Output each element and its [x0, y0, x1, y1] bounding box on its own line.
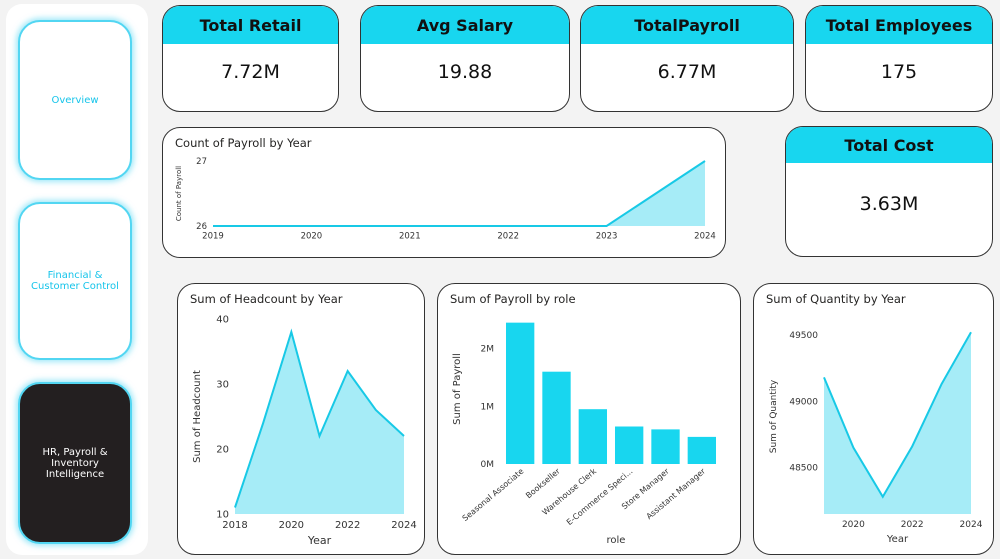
x-tick-label: 2024: [694, 232, 716, 242]
sidebar: Overview Financial & Customer Control HR…: [6, 4, 148, 555]
bar: [542, 371, 571, 464]
kpi-total-employees-value: 175: [880, 61, 918, 83]
x-axis-label: Year: [886, 534, 909, 545]
nav-hr-label: HR, Payroll & Inventory Intelligence: [42, 446, 108, 480]
x-tick-label: 2024: [391, 520, 416, 531]
payroll-count-chart-card[interactable]: Count of Payroll by Year 26 27 2019 2020 202…: [162, 127, 726, 258]
nav-overview-button[interactable]: Overview: [18, 20, 132, 180]
nav-financial-button[interactable]: Financial & Customer Control: [18, 202, 132, 360]
chart-title: Sum of Headcount by Year: [190, 292, 343, 306]
x-tick-label: 2022: [497, 232, 519, 242]
x-axis-label: role: [607, 535, 626, 546]
payroll-count-chart: 26 27 2019 2020 2021 2022 2023 2024 Count of Pay…: [175, 157, 716, 242]
quantity-chart: 48500 49000 49500 2020 2022 2024 Year Sum of Qu…: [769, 331, 983, 545]
x-tick-label: 2018: [222, 520, 247, 531]
payroll-role-chart-card[interactable]: Sum of Payroll by role 0M 1M 2M Seasonal As…: [437, 283, 741, 555]
chart-title: Sum of Payroll by role: [450, 292, 576, 306]
bar: [505, 322, 535, 464]
x-tick-label: 2020: [842, 520, 865, 530]
y-tick-label: 48500: [789, 464, 818, 474]
kpi-total-retail-label: Total Retail: [163, 6, 338, 44]
chart-title: Count of Payroll by Year: [175, 136, 312, 150]
kpi-total-retail: Total Retail 7.72M: [162, 5, 339, 112]
series-line: [823, 331, 972, 499]
y-tick-label: 0M: [481, 460, 495, 470]
bar: [687, 436, 717, 464]
y-tick-label: 49500: [789, 331, 818, 341]
y-axis-label: Sum of Quantity: [769, 379, 779, 453]
y-tick-label: 2M: [481, 345, 495, 355]
x-tick-label: Assistant Manager: [645, 466, 708, 521]
nav-financial-label: Financial & Customer Control: [31, 270, 119, 292]
nav-hr-button[interactable]: HR, Payroll & Inventory Intelligence: [18, 382, 132, 544]
series-line: [213, 160, 706, 227]
headcount-chart: 10 20 30 40 2018 2020 2022 2024 Year Sum of Headc…: [192, 315, 417, 548]
x-tick-label: Seasonal Associate: [461, 467, 526, 523]
x-tick-label: 2024: [960, 520, 983, 530]
y-tick-label: 40: [216, 315, 229, 326]
y-tick-label: 1M: [481, 402, 495, 412]
kpi-total-payroll-label: TotalPayroll: [581, 6, 793, 44]
y-tick-label: 20: [216, 445, 229, 456]
x-tick-label: 2023: [596, 232, 618, 242]
kpi-total-payroll: TotalPayroll 6.77M: [580, 5, 794, 112]
x-tick-label: 2020: [279, 520, 304, 531]
kpi-total-retail-value: 7.72M: [221, 61, 280, 83]
y-axis-label: Sum of Payroll: [452, 353, 463, 425]
kpi-avg-salary: Avg Salary 19.88: [360, 5, 570, 112]
kpi-total-cost: Total Cost 3.63M: [785, 126, 993, 257]
bar: [651, 429, 680, 464]
kpi-total-payroll-value: 6.77M: [657, 61, 717, 83]
kpi-total-cost-label: Total Cost: [786, 127, 992, 163]
x-axis-label: Year: [307, 534, 332, 547]
area-fill: [824, 332, 971, 514]
kpi-total-employees: Total Employees 175: [805, 5, 993, 112]
kpi-avg-salary-label: Avg Salary: [361, 6, 569, 44]
area-fill: [213, 161, 705, 226]
nav-overview-label: Overview: [51, 94, 99, 106]
x-tick-label: 2019: [202, 232, 224, 242]
y-tick-label: 27: [196, 157, 207, 167]
y-tick-label: 49000: [789, 397, 818, 407]
x-tick-label: 2021: [399, 232, 421, 242]
y-tick-label: 30: [216, 380, 229, 391]
y-axis-label: Count of Payroll: [175, 166, 183, 221]
bar: [578, 409, 608, 464]
y-tick-label: 10: [216, 510, 229, 521]
y-axis-label: Sum of Headcount: [192, 370, 203, 463]
x-tick-label: Bookseller: [524, 466, 562, 500]
headcount-chart-card[interactable]: Sum of Headcount by Year 10 20 30 40 2018 202…: [177, 283, 425, 555]
area-fill: [235, 332, 404, 514]
x-tick-label: E-Commerce Speci...: [565, 467, 635, 527]
kpi-avg-salary-value: 19.88: [437, 61, 493, 83]
quantity-chart-card[interactable]: Sum of Quantity by Year 48500 49000 49500 2…: [753, 283, 994, 555]
bar: [614, 426, 644, 464]
x-tick-label: 2022: [901, 520, 924, 530]
chart-title: Sum of Quantity by Year: [766, 292, 906, 306]
y-tick-label: 26: [196, 222, 207, 232]
x-tick-label: 2020: [301, 232, 323, 242]
x-tick-label: 2022: [335, 520, 360, 531]
kpi-total-cost-value: 3.63M: [859, 193, 919, 215]
kpi-total-employees-label: Total Employees: [806, 6, 992, 44]
